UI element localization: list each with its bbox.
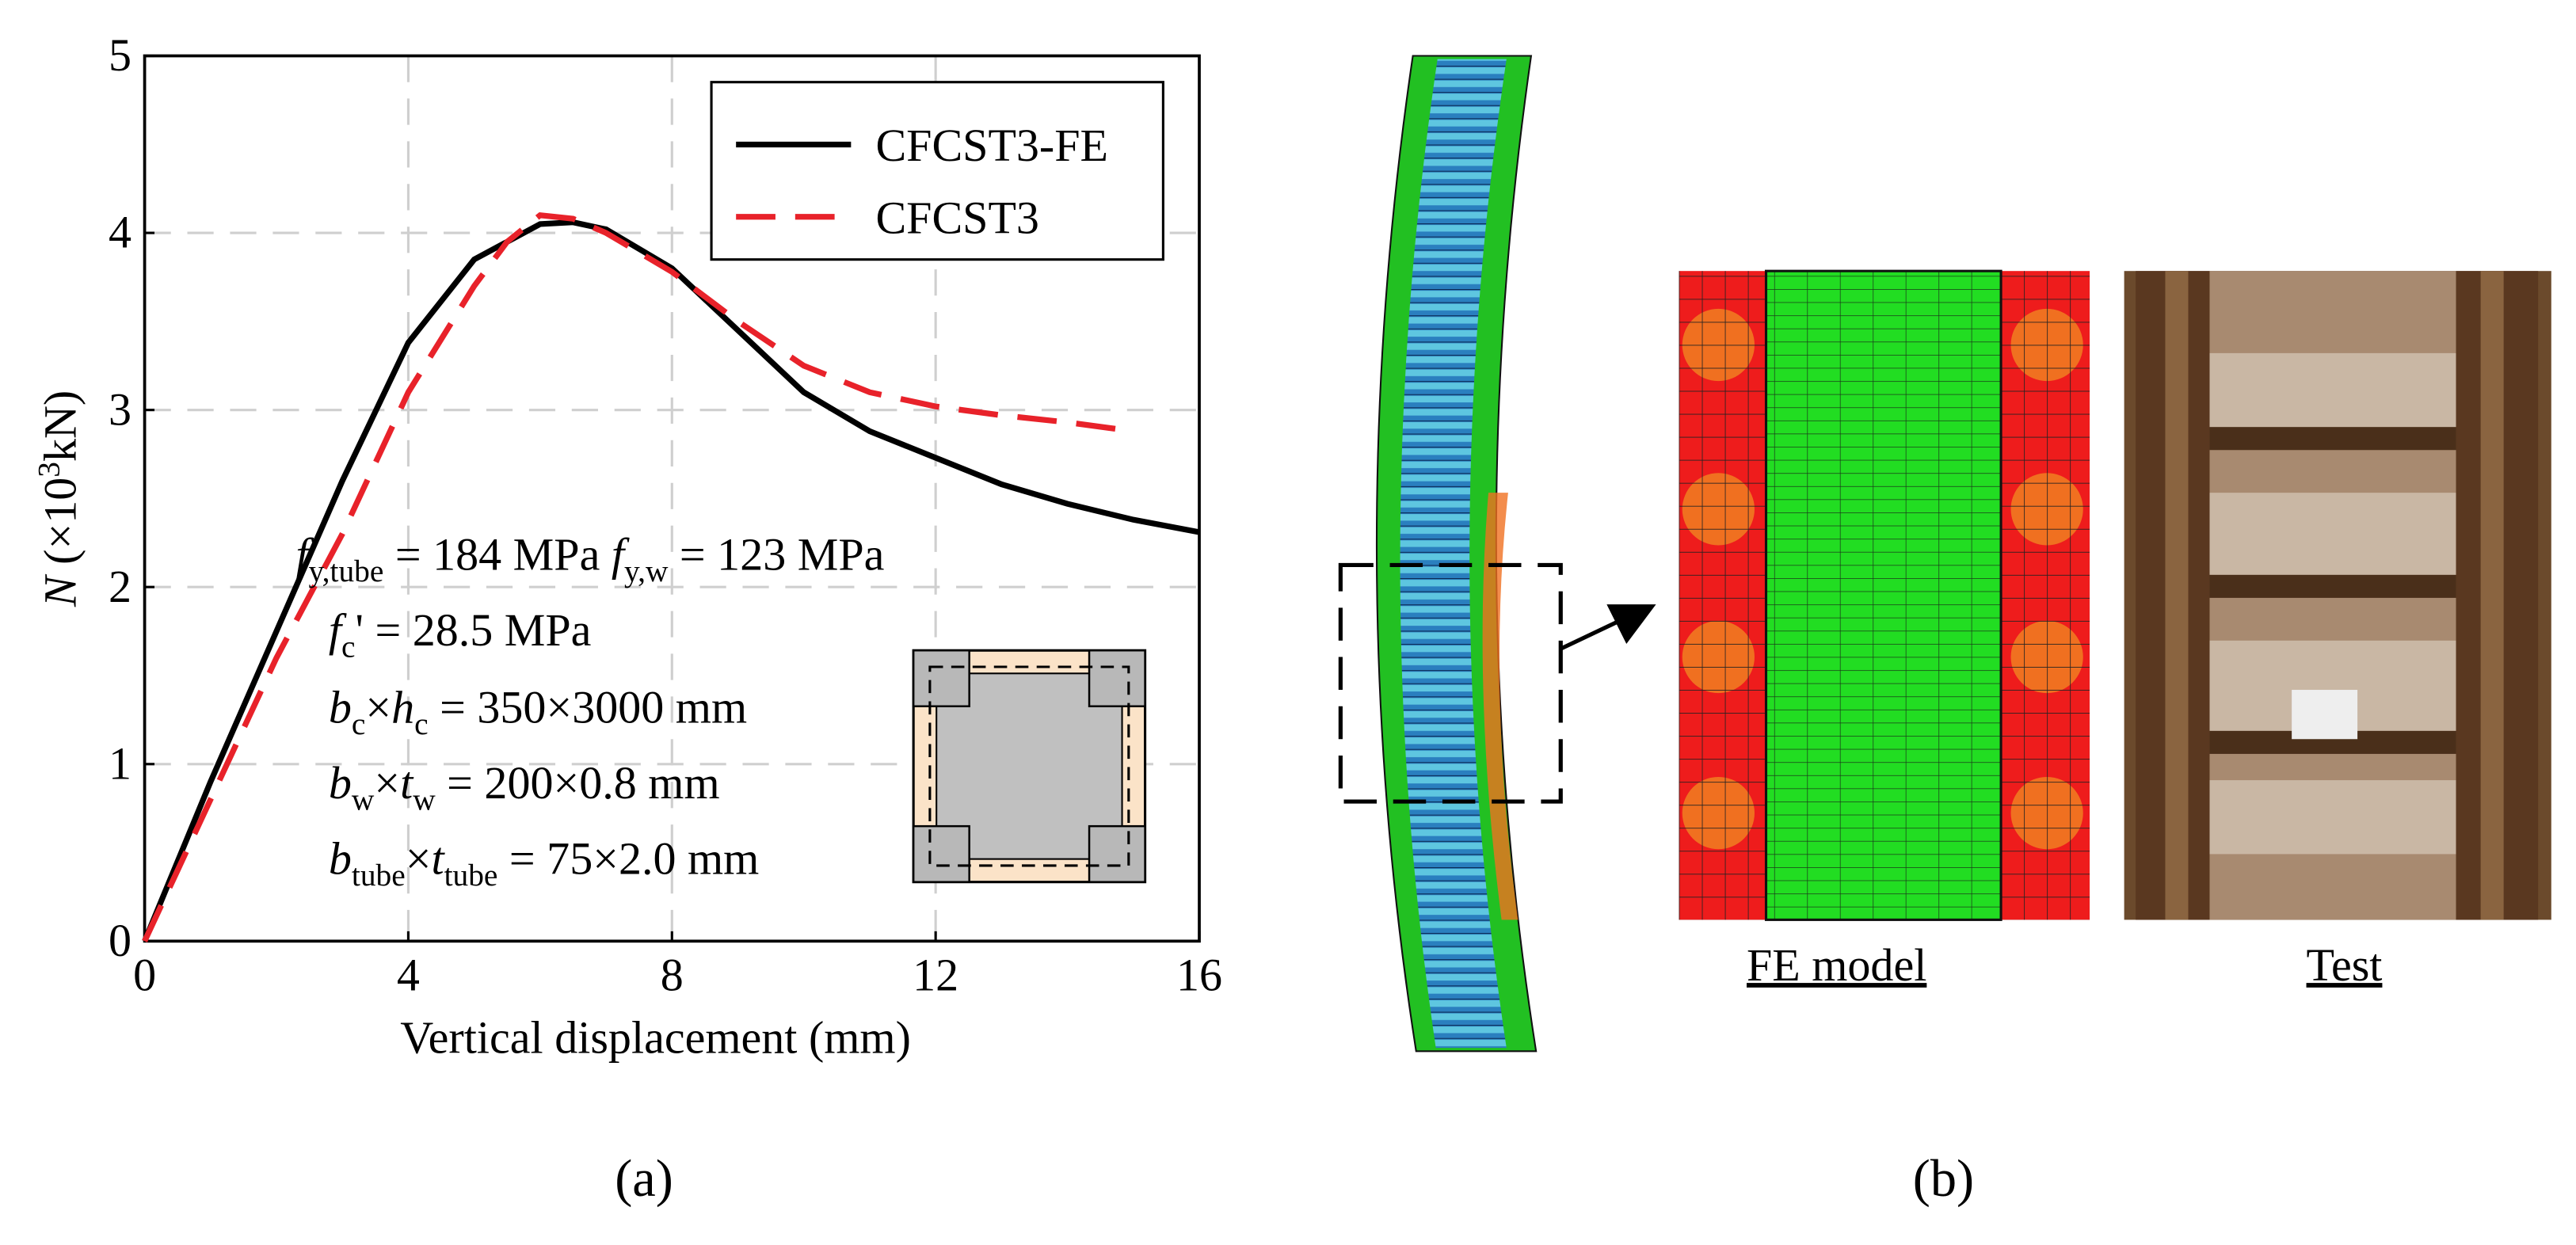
y-axis-label-part: kN)	[34, 390, 86, 462]
column-fe-image	[1338, 55, 1656, 1053]
test-photo	[2124, 271, 2551, 920]
x-tick-label: 12	[913, 950, 958, 1001]
annotation: bw×tw = 200×0.8 mm	[329, 757, 720, 817]
caption: FE model	[1747, 939, 1926, 991]
x-tick-label: 8	[661, 950, 684, 1001]
panel-label: (a)	[615, 1150, 673, 1208]
annotation: fy,tube = 184 MPa fy,w = 123 MPa	[295, 529, 884, 589]
x-tick-label: 16	[1176, 950, 1222, 1001]
panel-label: (b)	[1913, 1150, 1974, 1208]
legend-label: CFCST3-FE	[875, 120, 1108, 171]
y-tick-label: 2	[109, 561, 131, 612]
x-axis-label: Vertical displacement (mm)	[400, 1011, 911, 1063]
x-tick-label: 0	[133, 950, 156, 1001]
y-axis-label-part: N	[34, 573, 86, 607]
y-tick-label: 5	[109, 29, 131, 81]
material-annotations: fy,tube = 184 MPa fy,w = 123 MPa fc' = 2…	[295, 529, 884, 893]
line-series	[142, 211, 1134, 942]
fe-model-image	[1679, 269, 2090, 921]
line-series	[142, 219, 1200, 942]
cross-section	[912, 649, 1147, 884]
y-tick-label: 4	[109, 207, 131, 258]
annotation: btube×ttube = 75×2.0 mm	[329, 832, 760, 893]
y-tick-label: 0	[109, 915, 131, 966]
y-axis-label: N (×103kN)	[32, 390, 86, 607]
y-axis-label-part: (×10	[34, 478, 86, 577]
y-tick-label: 1	[109, 737, 131, 789]
legend-box	[710, 81, 1164, 261]
annotation: bc×hc = 350×3000 mm	[329, 682, 747, 742]
x-tick-label: 4	[397, 950, 420, 1001]
plot-frame	[143, 54, 1201, 943]
legend-label: CFCST3	[875, 192, 1038, 243]
annotation: fc' = 28.5 MPa	[329, 604, 592, 664]
caption: Test	[2307, 939, 2383, 991]
y-axis-label-part: 3	[32, 462, 67, 478]
y-tick-label: 3	[109, 383, 131, 435]
